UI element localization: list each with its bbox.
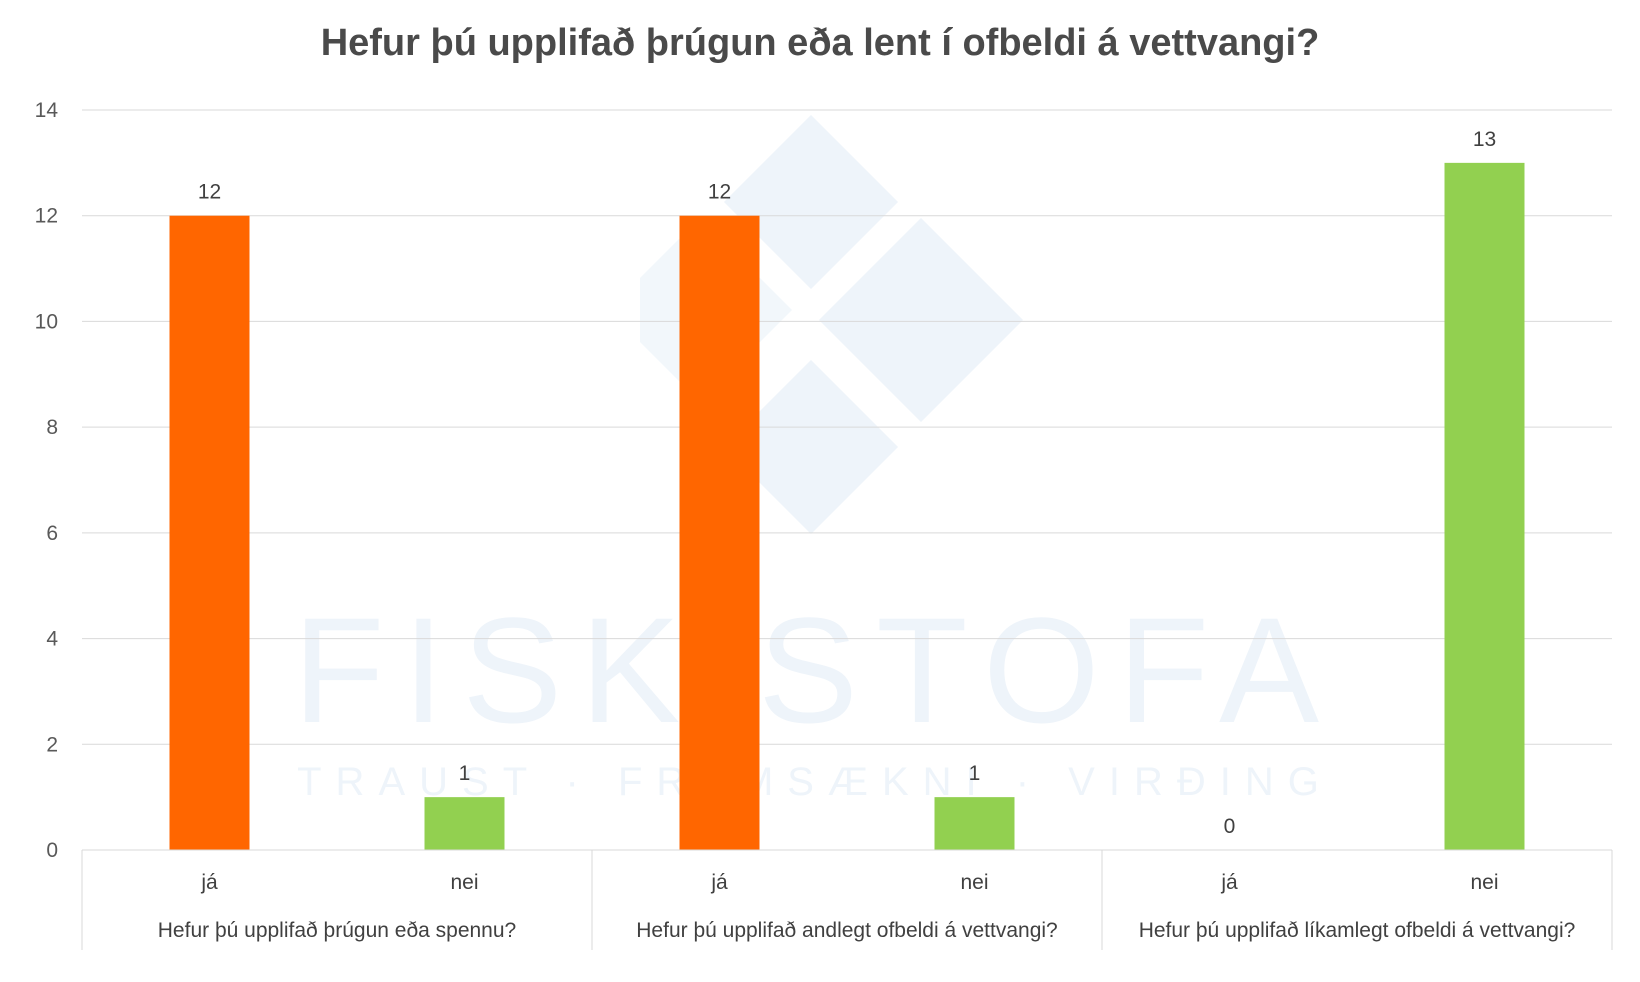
x-category-label: já xyxy=(1220,871,1238,894)
bar xyxy=(169,215,250,850)
bar xyxy=(1444,162,1525,850)
x-group-label: Hefur þú upplifað andlegt ofbeldi á vett… xyxy=(636,919,1057,942)
watermark-tagline: TRAUST · FRAMSÆKNI · VIRÐING xyxy=(297,760,1333,804)
x-category-label: já xyxy=(710,871,728,894)
bar xyxy=(679,215,760,850)
x-category-label: já xyxy=(200,871,218,894)
watermark-diamond xyxy=(819,218,1023,422)
y-tick-label: 2 xyxy=(46,733,58,756)
y-tick-label: 4 xyxy=(46,628,58,651)
y-axis: 0 2 4 6 8 10 12 14 xyxy=(35,99,59,862)
data-label: 1 xyxy=(459,762,471,785)
x-category-label: nei xyxy=(960,871,988,894)
watermark-diamond xyxy=(724,360,898,534)
x-category-label: nei xyxy=(1470,871,1498,894)
y-tick-label: 10 xyxy=(35,310,58,333)
watermark-logo: FISKISTOFA TRAUST · FRAMSÆKNI · VIRÐING xyxy=(293,115,1337,804)
data-label: 0 xyxy=(1224,815,1236,838)
x-axis: já nei Hefur þú upplifað þrúgun eða spennu… xyxy=(81,849,1613,950)
watermark-diamonds xyxy=(640,115,1023,534)
y-tick-label: 8 xyxy=(46,416,58,439)
y-tick-label: 0 xyxy=(46,839,58,862)
bars: 12 1 12 1 0 13 xyxy=(169,128,1525,850)
x-category-label: nei xyxy=(450,871,478,894)
watermark-diamond xyxy=(724,115,898,289)
bar xyxy=(934,797,1015,850)
chart-title: Hefur þú upplifað þrúgun eða lent í ofbe… xyxy=(320,22,1320,64)
data-label: 12 xyxy=(198,181,221,204)
x-group-label: Hefur þú upplifað þrúgun eða spennu? xyxy=(158,919,516,942)
data-label: 1 xyxy=(969,762,981,785)
data-label: 13 xyxy=(1473,128,1496,151)
watermark-name: FISKISTOFA xyxy=(293,586,1337,754)
y-tick-label: 12 xyxy=(35,205,58,228)
data-label: 12 xyxy=(708,181,731,204)
y-tick-label: 6 xyxy=(46,522,58,545)
x-group-label: Hefur þú upplifað líkamlegt ofbeldi á ve… xyxy=(1139,919,1576,942)
y-tick-label: 14 xyxy=(35,99,59,122)
bar xyxy=(424,797,505,850)
